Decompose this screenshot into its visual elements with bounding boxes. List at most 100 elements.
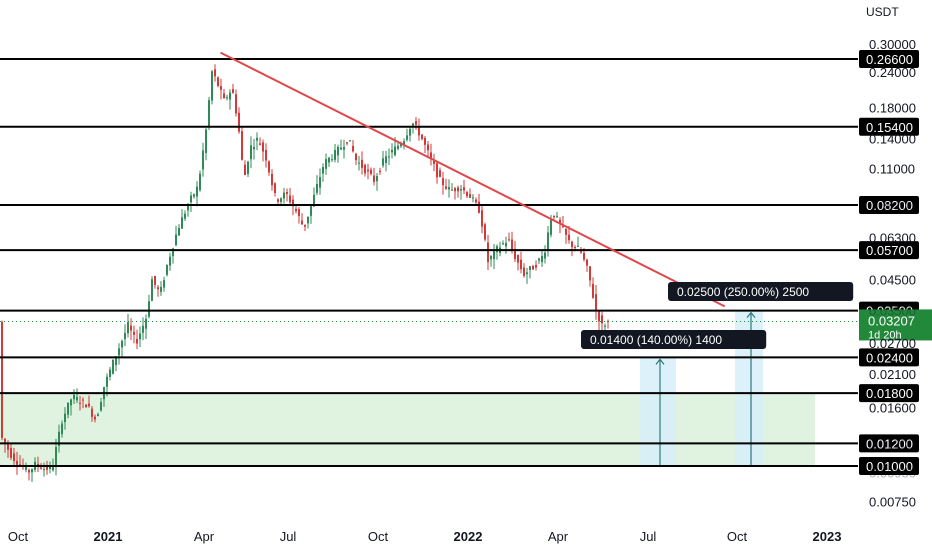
candle-body bbox=[214, 69, 216, 77]
demand-zone bbox=[0, 393, 815, 466]
candle-body bbox=[79, 402, 81, 404]
candle-body bbox=[556, 216, 558, 218]
candle-body bbox=[418, 127, 420, 136]
candle-body bbox=[49, 466, 51, 469]
candle-body bbox=[493, 250, 495, 260]
candle-body bbox=[73, 394, 75, 400]
candle-body bbox=[454, 188, 456, 192]
candle-body bbox=[277, 199, 279, 202]
candle-body bbox=[346, 142, 348, 144]
candle-body bbox=[451, 189, 453, 191]
candle-body bbox=[265, 149, 267, 161]
candle-body bbox=[130, 325, 132, 331]
trendline[interactable] bbox=[220, 51, 726, 308]
candle-body bbox=[259, 143, 261, 145]
candle-body bbox=[70, 399, 72, 406]
candle-body bbox=[397, 145, 399, 149]
candle-body bbox=[154, 276, 156, 285]
level-label: 0.15400 bbox=[866, 120, 913, 135]
candle-body bbox=[508, 239, 510, 241]
candle-body bbox=[19, 464, 21, 466]
candle-countdown: 1d 20h bbox=[868, 329, 902, 341]
candle-body bbox=[604, 325, 606, 327]
candle-body bbox=[28, 470, 30, 473]
candle-body bbox=[274, 183, 276, 193]
y-tick-label: 0.00950 bbox=[869, 465, 916, 480]
candle-body bbox=[166, 265, 168, 275]
level-label-box bbox=[859, 241, 919, 260]
y-tick-label: 0.00750 bbox=[869, 495, 916, 510]
candle-body bbox=[202, 150, 204, 170]
candle-body bbox=[100, 402, 102, 411]
y-tick-label: 0.06300 bbox=[869, 231, 916, 246]
candle-body bbox=[148, 301, 150, 317]
candle-body bbox=[262, 142, 264, 152]
candle-body bbox=[10, 448, 12, 458]
candle-body bbox=[481, 210, 483, 227]
level-label-box bbox=[859, 384, 919, 403]
candle-body bbox=[412, 123, 414, 128]
candle-body bbox=[46, 465, 48, 470]
candle-body bbox=[487, 242, 489, 263]
projection-arrowhead bbox=[655, 358, 665, 365]
candle-body bbox=[601, 315, 603, 324]
candle-body bbox=[535, 264, 537, 268]
candle-body bbox=[403, 141, 405, 145]
x-tick-label: Oct bbox=[727, 529, 748, 544]
candle-body bbox=[478, 201, 480, 213]
candle-body bbox=[298, 209, 300, 217]
candle-body bbox=[433, 160, 435, 165]
candle-body bbox=[142, 325, 144, 333]
currency-label: USDT bbox=[866, 5, 899, 19]
candle-body bbox=[334, 150, 336, 160]
candle-body bbox=[400, 143, 402, 147]
candle-body bbox=[565, 228, 567, 235]
candle-body bbox=[301, 220, 303, 225]
candle-body bbox=[211, 71, 213, 101]
candle-body bbox=[589, 266, 591, 281]
candle-body bbox=[7, 443, 9, 450]
projection-label: 0.02500 (250.00%) 2500 bbox=[677, 285, 809, 299]
x-tick-label: Oct bbox=[8, 529, 29, 544]
y-tick-label: 0.08200 bbox=[869, 198, 916, 213]
candle-body bbox=[1, 321, 3, 438]
candle-body bbox=[349, 140, 351, 142]
level-label: 0.01000 bbox=[866, 459, 913, 474]
candle-body bbox=[43, 469, 45, 471]
y-tick-label: 0.03500 bbox=[869, 304, 916, 319]
candle-body bbox=[391, 149, 393, 153]
candle-body bbox=[40, 467, 42, 469]
candle-body bbox=[151, 279, 153, 301]
candle-body bbox=[409, 128, 411, 136]
candle-body bbox=[568, 234, 570, 241]
candle-body bbox=[13, 453, 15, 462]
candle-body bbox=[385, 156, 387, 164]
level-label: 0.02400 bbox=[866, 350, 913, 365]
candle-body bbox=[160, 286, 162, 292]
x-tick-label: 2021 bbox=[94, 529, 123, 544]
x-tick-label: Jul bbox=[280, 529, 297, 544]
level-label: 0.08200 bbox=[866, 198, 913, 213]
level-label-box bbox=[859, 434, 919, 453]
candle-body bbox=[355, 153, 357, 161]
candle-body bbox=[16, 460, 18, 465]
candle-body bbox=[64, 413, 66, 423]
candle-body bbox=[295, 208, 297, 212]
current-price-label: 0.03207 bbox=[868, 313, 915, 328]
candle-body bbox=[343, 146, 345, 150]
candle-body bbox=[442, 178, 444, 186]
candle-body bbox=[325, 159, 327, 169]
level-label: 0.01800 bbox=[866, 386, 913, 401]
candle-body bbox=[466, 192, 468, 197]
candle-body bbox=[124, 332, 126, 340]
level-label: 0.01200 bbox=[866, 436, 913, 451]
candle-body bbox=[337, 147, 339, 156]
projection-box bbox=[640, 357, 676, 466]
x-tick-label: Jul bbox=[640, 529, 657, 544]
candle-body bbox=[310, 205, 312, 216]
x-tick-label: 2022 bbox=[454, 529, 483, 544]
candle-body bbox=[85, 404, 87, 408]
candle-body bbox=[595, 294, 597, 311]
